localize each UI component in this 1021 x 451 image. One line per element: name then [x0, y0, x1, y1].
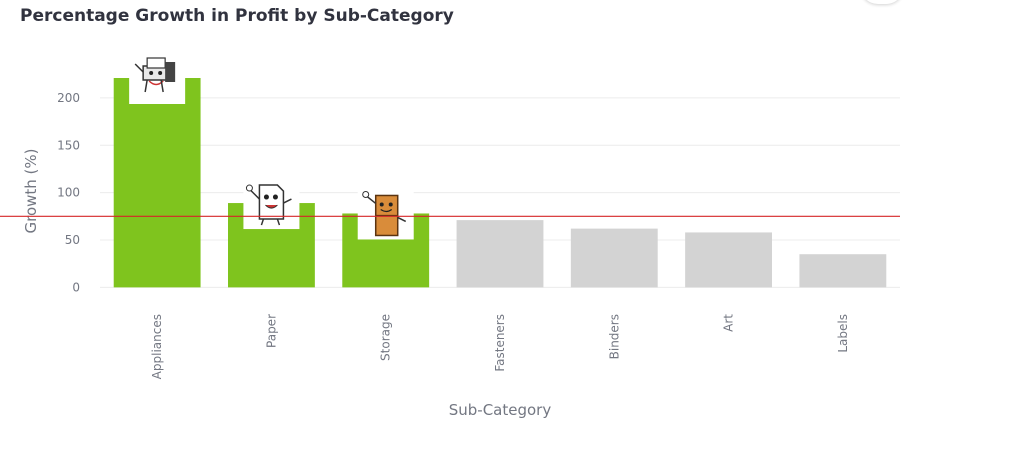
- y-tick-label: 0: [72, 280, 80, 294]
- bar-labels[interactable]: [799, 254, 887, 288]
- y-axis-label: Growth (%): [22, 148, 40, 233]
- y-tick-label: 100: [57, 186, 80, 200]
- y-tick-label: 150: [57, 138, 80, 152]
- x-tick-label: Binders: [607, 314, 621, 359]
- y-tick-labels: 0 50 100 150 200: [57, 91, 80, 294]
- x-tick-label: Art: [722, 314, 736, 332]
- x-tick-label: Appliances: [150, 314, 164, 379]
- bar-fasteners[interactable]: [456, 220, 544, 288]
- x-tick-label: Paper: [264, 314, 278, 348]
- paper-mascot-icon: [243, 179, 300, 230]
- x-axis-label: Sub-Category: [449, 401, 552, 419]
- toolbar-knob[interactable]: [860, 0, 904, 4]
- bar-binders[interactable]: [570, 228, 658, 288]
- cabinet-mascot-icon: [357, 189, 414, 240]
- x-tick-label: Fasteners: [493, 314, 507, 372]
- y-tick-label: 200: [57, 91, 80, 105]
- bar-icons: [129, 54, 414, 240]
- y-tick-label: 50: [65, 233, 80, 247]
- chart-title: Percentage Growth in Profit by Sub-Categ…: [20, 6, 454, 26]
- x-tick-label: Storage: [379, 314, 393, 361]
- bar-appliances[interactable]: [113, 78, 201, 288]
- x-tick-labels: Appliances Paper Storage Fasteners Binders Ar…: [150, 314, 850, 380]
- bars: [113, 78, 887, 288]
- x-tick-label: Labels: [836, 314, 850, 353]
- printer-mascot-icon: [129, 54, 186, 104]
- bar-art[interactable]: [685, 232, 772, 288]
